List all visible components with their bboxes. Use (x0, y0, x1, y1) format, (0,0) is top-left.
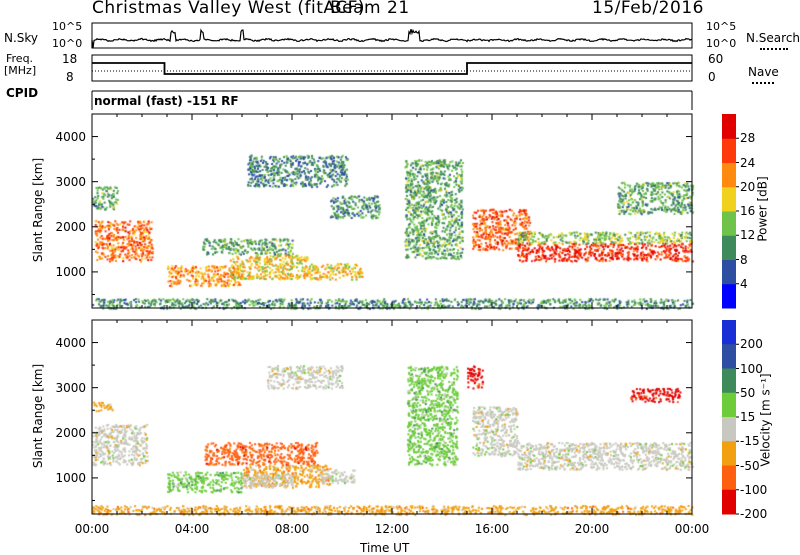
y-tick-label-velocity: 2000 (55, 425, 86, 440)
nave-label: Nave (748, 65, 779, 79)
colorbar-tick-label-velocity: -50 (740, 458, 760, 473)
colorbar-tick-label-power: 20 (740, 179, 756, 194)
power-y-axis-label: Slant Range [km] (31, 157, 46, 263)
n-sky-label: N.Sky (4, 31, 39, 45)
cpid-label: CPID (6, 86, 39, 100)
nave-tick-bottom: 0 (708, 70, 716, 84)
colorbar-swatch-velocity (722, 392, 736, 418)
noise-left-tick-top: 10^5 (52, 20, 83, 33)
x-axis-label: Time UT (360, 541, 410, 555)
y-tick-label-power: 2000 (55, 219, 86, 234)
colorbar-swatch-power (722, 186, 736, 212)
y-tick-label-velocity: 3000 (55, 380, 86, 395)
velocity-colorbar-label: Velocity [m s⁻¹] (758, 373, 773, 467)
colorbar-tick-label-velocity: -15 (740, 434, 760, 449)
n-search-legend-dots (760, 48, 788, 50)
colorbar-swatch-power (722, 283, 736, 309)
noise-right-tick-top: 10^5 (706, 20, 737, 33)
cpid-value: normal (fast) -151 RF (94, 94, 239, 108)
station-title: Christmas Valley West (fitACF) (92, 0, 366, 18)
colorbar-swatch-velocity (722, 441, 736, 466)
colorbar-tick-label-power: 24 (740, 155, 756, 170)
panel-frame-power (91, 113, 693, 309)
freq-tick-top: 18 (62, 52, 78, 66)
colorbar-swatch-velocity (722, 368, 736, 394)
y-tick-label-power: 1000 (55, 264, 86, 279)
power-colorbar-label: Power [dB] (755, 176, 770, 242)
colorbar-tick-label-power: 8 (740, 252, 748, 267)
colorbar-swatch-velocity (722, 489, 736, 515)
freq-label: Freq. (6, 52, 34, 65)
panel-frame-velocity (91, 319, 693, 515)
nave-tick-top: 60 (708, 52, 724, 66)
colorbar-swatch-velocity (722, 465, 736, 491)
colorbar-tick-label-velocity: 100 (740, 361, 763, 376)
noise-trace (91, 28, 693, 49)
freq-tick-bottom: 8 (66, 70, 74, 84)
colorbar-swatch-power (722, 162, 736, 188)
colorbar-swatch-velocity (722, 320, 736, 345)
velocity-y-axis-label: Slant Range [km] (31, 363, 46, 469)
colorbar-tick-label-velocity: -100 (740, 482, 768, 497)
y-tick-label-power: 3000 (55, 174, 86, 189)
colorbar-swatch-power (722, 235, 736, 260)
colorbar-tick-label-velocity: 15 (740, 410, 756, 424)
x-tick-label: 04:00 (174, 522, 210, 536)
colorbar-tick-label-power: 12 (740, 228, 756, 243)
colorbar-swatch-power (722, 138, 736, 163)
colorbar-tick-label-velocity: 50 (740, 385, 756, 400)
y-tick-label-velocity: 1000 (55, 470, 86, 485)
x-tick-label: 00:00 (74, 522, 110, 536)
colorbar-swatch-power (722, 211, 736, 236)
y-tick-label-power: 4000 (55, 129, 86, 144)
noise-left-tick-bottom: 10^0 (52, 37, 83, 50)
colorbar-swatch-power (722, 114, 736, 139)
colorbar-swatch-velocity (722, 344, 736, 369)
x-tick-label: 00:00 (674, 522, 710, 536)
freq-unit-label: [MHz] (4, 64, 37, 77)
freq-trace (92, 62, 692, 75)
colorbar-tick-label-velocity: 200 (740, 337, 763, 352)
x-tick-label: 12:00 (374, 522, 410, 536)
colorbar-tick-label-power: 16 (740, 204, 756, 218)
nave-legend-dots (752, 82, 774, 84)
colorbar-swatch-power (722, 259, 736, 285)
freq-panel-frame (91, 54, 693, 82)
n-search-label: N.Search (746, 31, 800, 45)
colorbar-tick-label-power: 4 (740, 276, 748, 291)
y-tick-label-velocity: 4000 (55, 335, 86, 350)
noise-right-tick-bottom: 10^0 (706, 37, 737, 50)
colorbar-tick-label-power: 28 (740, 131, 756, 146)
x-tick-label: 16:00 (474, 522, 510, 536)
x-tick-label: 08:00 (274, 522, 310, 536)
x-tick-label: 20:00 (574, 522, 610, 536)
date-label: 15/Feb/2016 (592, 0, 704, 18)
beam-label: Beam 21 (330, 0, 410, 18)
noise-panel-frame (91, 22, 693, 49)
colorbar-swatch-velocity (722, 417, 736, 442)
colorbar-tick-label-velocity: -200 (740, 507, 768, 521)
